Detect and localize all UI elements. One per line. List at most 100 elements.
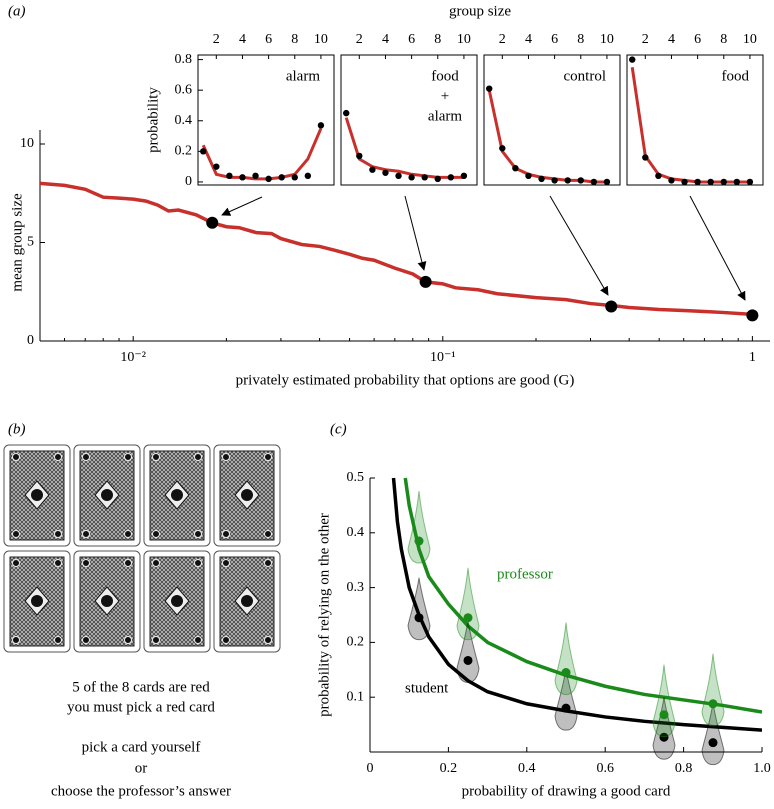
data-point bbox=[356, 152, 363, 160]
card-corner bbox=[82, 453, 90, 461]
data-point bbox=[708, 699, 718, 709]
x-tick-label: 4 bbox=[382, 32, 389, 47]
panel-label: (a) bbox=[8, 3, 26, 19]
card-corner bbox=[152, 636, 160, 644]
x-tick-label: 0 bbox=[367, 761, 374, 776]
series-line bbox=[630, 67, 750, 184]
data-point bbox=[463, 613, 473, 623]
x-tick-label: 10 bbox=[743, 32, 757, 47]
violin bbox=[652, 697, 676, 760]
data-point bbox=[291, 174, 298, 181]
violin bbox=[652, 664, 676, 738]
data-point bbox=[213, 163, 220, 170]
card-corner bbox=[222, 559, 230, 567]
data-point bbox=[463, 655, 473, 665]
data-point bbox=[414, 613, 424, 623]
data-point bbox=[226, 172, 233, 180]
data-point bbox=[252, 172, 259, 180]
panel-label: (c) bbox=[330, 421, 347, 437]
data-point bbox=[395, 172, 402, 180]
y-tick-label: 0.5 bbox=[347, 470, 365, 485]
data-point bbox=[447, 174, 455, 181]
data-point bbox=[421, 174, 428, 181]
x-tick-label: 4 bbox=[525, 32, 532, 47]
card-text: 5 of the 8 cards are red bbox=[72, 679, 210, 695]
card-corner bbox=[54, 636, 62, 644]
card-corner bbox=[12, 636, 20, 644]
series-label: student bbox=[405, 680, 449, 696]
violin bbox=[407, 490, 431, 564]
card-corner bbox=[82, 559, 90, 567]
series-line bbox=[391, 477, 762, 732]
data-point bbox=[668, 177, 675, 184]
x-tick-label: 8 bbox=[577, 32, 584, 47]
y-tick-label: 10 bbox=[20, 136, 34, 151]
y-tick-label: 5 bbox=[27, 235, 34, 250]
violin bbox=[701, 702, 725, 766]
x-tick-label: 0.6 bbox=[596, 761, 614, 776]
x-tick-label: 10 bbox=[600, 32, 614, 47]
card-corner bbox=[264, 453, 272, 461]
data-point bbox=[746, 178, 754, 186]
card-corner bbox=[222, 636, 230, 644]
data-point bbox=[512, 164, 519, 172]
x-tick-label: 6 bbox=[408, 32, 415, 47]
violin bbox=[701, 653, 725, 727]
inset-title: alarm bbox=[286, 68, 320, 84]
card-ornament bbox=[101, 595, 113, 607]
data-point bbox=[499, 145, 506, 152]
card-corner bbox=[194, 636, 202, 644]
data-point bbox=[460, 172, 468, 180]
card-corner bbox=[12, 559, 20, 567]
card-corner bbox=[82, 530, 90, 538]
card-ornament bbox=[31, 595, 43, 607]
data-point bbox=[707, 178, 714, 186]
y-tick-label: 0 bbox=[27, 333, 34, 348]
x-tick-label: 0.4 bbox=[518, 761, 536, 776]
inset-title: food bbox=[722, 68, 750, 84]
data-point bbox=[200, 148, 207, 155]
data-point bbox=[681, 178, 688, 186]
card-ornament bbox=[171, 489, 183, 501]
data-point bbox=[733, 178, 741, 186]
x-tick-label: 2 bbox=[213, 32, 220, 47]
x-tick-label: 1 bbox=[749, 350, 756, 365]
data-point bbox=[561, 703, 571, 713]
card-corner bbox=[12, 530, 20, 538]
card-corner bbox=[82, 636, 90, 644]
y-tick-label: 0 bbox=[185, 174, 192, 189]
y-tick-label: 0.2 bbox=[175, 144, 193, 159]
series-line bbox=[40, 181, 753, 317]
inset-frame bbox=[483, 54, 621, 186]
arrow bbox=[549, 195, 609, 296]
inset-frame bbox=[626, 54, 764, 186]
card-corner bbox=[54, 530, 62, 538]
card-text: pick a card yourself bbox=[82, 739, 201, 755]
x-tick-label: 2 bbox=[356, 32, 363, 47]
card-ornament bbox=[241, 595, 253, 607]
violin bbox=[554, 622, 578, 696]
x-tick-label: 4 bbox=[668, 32, 675, 47]
card-text: choose the professor’s answer bbox=[51, 783, 231, 799]
data-point bbox=[746, 309, 759, 322]
data-point bbox=[486, 85, 493, 92]
y-tick-label: 0.4 bbox=[347, 525, 365, 540]
violin bbox=[554, 668, 578, 731]
data-point bbox=[206, 216, 219, 229]
data-point bbox=[369, 166, 376, 173]
data-point bbox=[590, 178, 598, 186]
card-corner bbox=[152, 559, 160, 567]
card-corner bbox=[194, 530, 202, 538]
data-point bbox=[538, 175, 545, 183]
cards bbox=[3, 444, 281, 653]
y-tick-label: 0.4 bbox=[175, 113, 193, 128]
card-corner bbox=[54, 559, 62, 567]
data-point bbox=[659, 710, 669, 720]
data-point bbox=[561, 668, 571, 678]
data-point bbox=[419, 275, 432, 288]
inset-title: + bbox=[441, 88, 449, 104]
data-point bbox=[603, 178, 611, 186]
inset-title: control bbox=[564, 68, 607, 84]
y-tick-label: 0.3 bbox=[347, 580, 365, 595]
data-point bbox=[239, 174, 246, 181]
